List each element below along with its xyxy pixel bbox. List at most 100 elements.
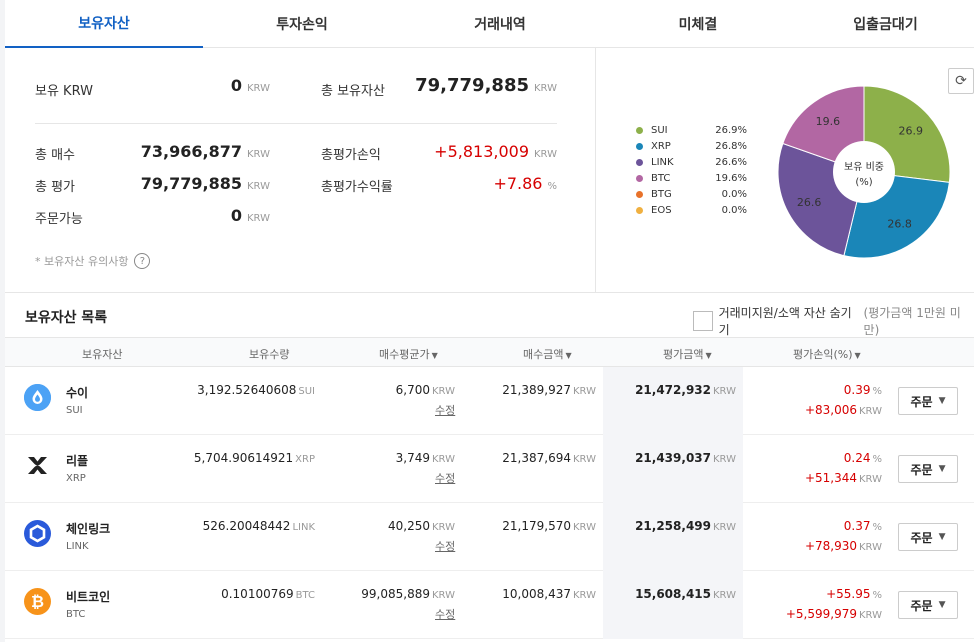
holdings-list-header: 보유자산 목록 거래미지원/소액 자산 숨기기 (평가금액 1만원 미만) bbox=[5, 293, 974, 337]
edit-avg-price-link[interactable]: 수정 bbox=[435, 404, 456, 417]
holding-qty-unit: BTC bbox=[295, 590, 315, 601]
legend-value: 0.0% bbox=[721, 204, 747, 216]
pie-center-label: 보유 비중 bbox=[844, 161, 884, 173]
legend-item: XRP 26.8% bbox=[636, 138, 747, 154]
profit-rate-value: +55.95 bbox=[826, 587, 871, 601]
legend-swatch bbox=[636, 190, 643, 198]
legend-swatch bbox=[636, 158, 643, 166]
order-button[interactable]: 주문 ▼ bbox=[898, 591, 958, 619]
profit-amount: +5,599,979 KRW bbox=[786, 607, 882, 621]
pie-center bbox=[833, 141, 895, 203]
eval-amount: 15,608,415 KRW bbox=[635, 587, 736, 601]
eval-column-bg bbox=[603, 435, 743, 503]
orderable-label: 주문가능 bbox=[35, 212, 83, 227]
buy-amount-unit: KRW bbox=[573, 454, 596, 465]
profit-rate-unit: % bbox=[872, 386, 882, 397]
tab-open-orders[interactable]: 미체결 bbox=[678, 17, 718, 33]
avg-price-unit: KRW bbox=[432, 454, 455, 465]
link-icon bbox=[24, 520, 51, 547]
eval-amount-value: 21,472,932 bbox=[635, 383, 711, 397]
refresh-icon[interactable]: ⟳ bbox=[948, 68, 974, 94]
col-profit-rate-label: 평가손익(%) bbox=[793, 348, 853, 361]
krw-value: 0 bbox=[230, 76, 242, 95]
col-eval-amount[interactable]: 평가금액 ▼ bbox=[663, 346, 712, 362]
order-button[interactable]: 주문 ▼ bbox=[898, 455, 958, 483]
total-rate-label: 총평가수익률 bbox=[321, 180, 393, 195]
summary-divider bbox=[35, 123, 557, 124]
eval-amount-unit: KRW bbox=[713, 522, 736, 533]
legend-value: 0.0% bbox=[721, 188, 747, 200]
col-profit-rate[interactable]: 평가손익(%) ▼ bbox=[793, 346, 861, 362]
col-buy-amount[interactable]: 매수금액 ▼ bbox=[523, 346, 572, 362]
pie-data-label: 26.8 bbox=[887, 217, 912, 230]
profit-amount-unit: KRW bbox=[859, 474, 882, 485]
eval-column-bg bbox=[603, 571, 743, 639]
legend-item: SUI 26.9% bbox=[636, 122, 747, 138]
legend-item: EOS 0.0% bbox=[636, 202, 747, 218]
total-pl-label: 총평가손익 bbox=[321, 148, 381, 163]
coin-symbol: LINK bbox=[66, 541, 89, 552]
krw-value-row: 0 KRW bbox=[135, 76, 270, 95]
holding-qty: 526.20048442 LINK bbox=[203, 519, 315, 533]
profit-amount: +78,930 KRW bbox=[805, 539, 882, 553]
hide-small-assets-checkbox[interactable] bbox=[693, 311, 713, 331]
total-asset-label-row: 총 보유자산 bbox=[321, 80, 385, 99]
edit-avg-price-link[interactable]: 수정 bbox=[435, 540, 456, 553]
eval-column-bg bbox=[603, 503, 743, 571]
order-button[interactable]: 주문 ▼ bbox=[898, 387, 958, 415]
order-button-label: 주문 bbox=[910, 598, 933, 613]
eval-amount: 21,472,932 KRW bbox=[635, 383, 736, 397]
eval-amount: 21,439,037 KRW bbox=[635, 451, 736, 465]
buy-amount: 21,179,570 KRW bbox=[502, 519, 596, 533]
legend-swatch bbox=[636, 142, 643, 150]
total-buy-value-row: 73,966,877 KRW bbox=[135, 142, 270, 161]
legend-item: BTG 0.0% bbox=[636, 186, 747, 202]
total-rate-value-row: +7.86 % bbox=[405, 174, 557, 193]
chevron-down-icon: ▼ bbox=[938, 464, 946, 474]
profit-rate-unit: % bbox=[872, 590, 882, 601]
legend-value: 19.6% bbox=[715, 172, 747, 184]
tab-trade-history[interactable]: 거래내역 bbox=[474, 17, 526, 33]
total-asset-value-row: 79,779,885 KRW bbox=[405, 75, 557, 96]
edit-avg-price-link[interactable]: 수정 bbox=[435, 472, 456, 485]
asset-notice-text: * 보유자산 유의사항 bbox=[35, 255, 129, 268]
holding-ratio-chart: ⟳ SUI 26.9% XRP 26.8% LINK 26.6% BTC 19.6% BTG 0.… bbox=[595, 48, 974, 293]
col-avg-price[interactable]: 매수평균가 ▼ bbox=[379, 346, 438, 362]
btc-icon: ₿ bbox=[24, 588, 51, 615]
pie-center-label: (%) bbox=[855, 177, 872, 188]
buy-amount-unit: KRW bbox=[573, 590, 596, 601]
legend-value: 26.6% bbox=[715, 156, 747, 168]
order-button[interactable]: 주문 ▼ bbox=[898, 523, 958, 551]
holding-qty-unit: LINK bbox=[292, 522, 315, 533]
krw-unit: KRW bbox=[247, 83, 270, 94]
profit-rate: +55.95% bbox=[826, 587, 882, 601]
table-row: ₿ 비트코인 BTC 0.10100769 BTC 99,085,889 KRW 수… bbox=[5, 571, 974, 639]
legend-value: 26.8% bbox=[715, 140, 747, 152]
avg-price-value: 40,250 bbox=[388, 519, 430, 533]
edit-avg-price-link[interactable]: 수정 bbox=[435, 608, 456, 621]
eval-amount-value: 15,608,415 bbox=[635, 587, 711, 601]
pie-data-label: 26.9 bbox=[899, 125, 924, 138]
hide-small-assets-toggle[interactable]: 거래미지원/소액 자산 숨기기 (평가금액 1만원 미만) bbox=[693, 304, 974, 338]
orderable-value-row: 0 KRW bbox=[135, 206, 270, 225]
avg-price-unit: KRW bbox=[432, 386, 455, 397]
tab-profit-loss[interactable]: 투자손익 bbox=[276, 17, 328, 33]
holdings-table: 수이 SUI 3,192.52640608 SUI 6,700 KRW 수정 21,… bbox=[5, 367, 974, 639]
total-eval-label: 총 평가 bbox=[35, 180, 76, 195]
tab-holdings[interactable]: 보유자산 bbox=[5, 0, 203, 48]
holding-qty-value: 5,704.90614921 bbox=[193, 451, 294, 465]
buy-amount-value: 21,179,570 bbox=[502, 519, 571, 533]
eval-amount: 21,258,499 KRW bbox=[635, 519, 736, 533]
eval-column-bg bbox=[603, 367, 743, 435]
buy-amount: 10,008,437 KRW bbox=[502, 587, 596, 601]
eval-amount-unit: KRW bbox=[713, 590, 736, 601]
orderable-value: 0 bbox=[230, 206, 242, 225]
pie-data-label: 26.6 bbox=[797, 196, 822, 209]
profit-amount-value: +51,344 bbox=[804, 471, 857, 485]
col-buy-amount-label: 매수금액 bbox=[523, 348, 564, 361]
coin-name: 리플 bbox=[66, 454, 89, 468]
avg-price-unit: KRW bbox=[432, 590, 455, 601]
help-icon[interactable]: ? bbox=[134, 253, 151, 269]
tab-deposit-pending[interactable]: 입출금대기 bbox=[853, 17, 918, 33]
profit-rate-unit: % bbox=[872, 522, 882, 533]
